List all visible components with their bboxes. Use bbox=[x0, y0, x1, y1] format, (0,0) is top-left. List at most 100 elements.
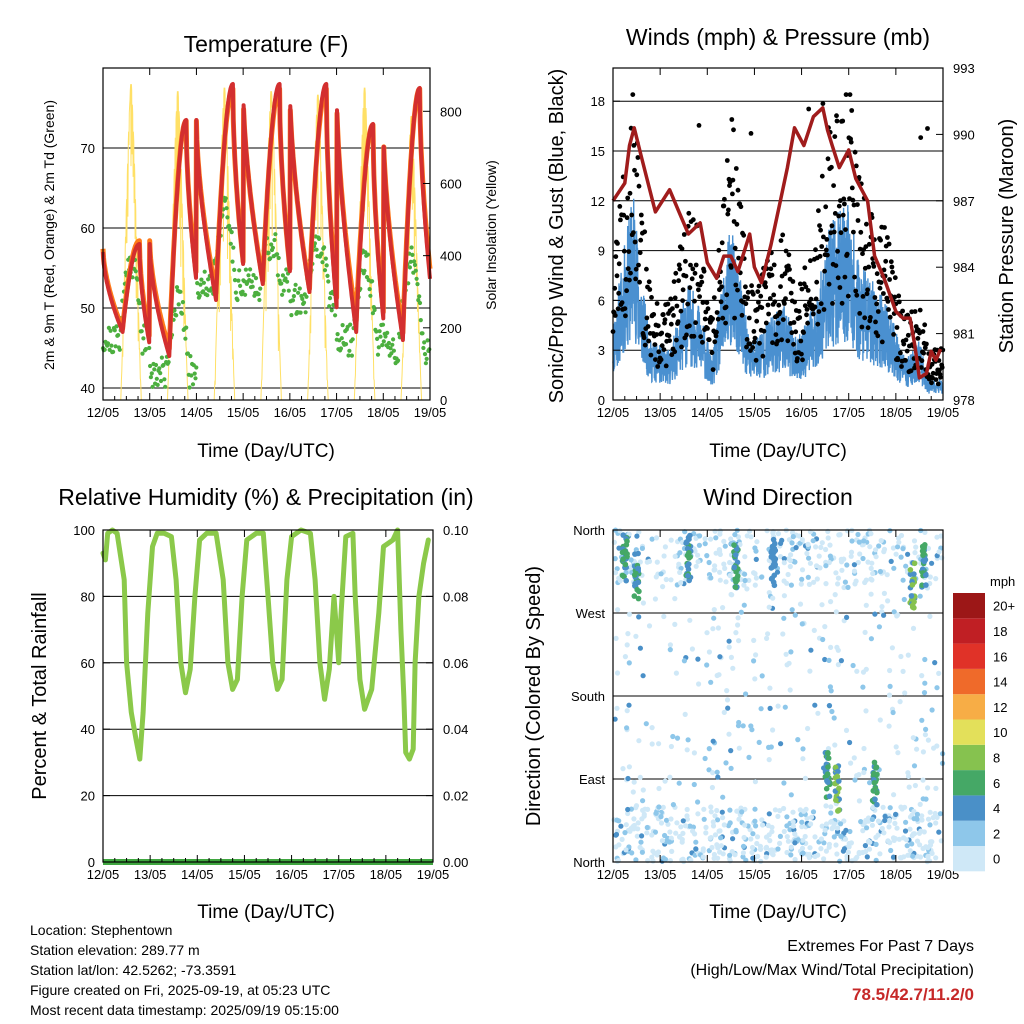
direction-point bbox=[863, 708, 869, 714]
direction-point bbox=[684, 806, 690, 813]
direction-point bbox=[900, 546, 906, 552]
direction-point bbox=[784, 823, 790, 829]
gust-point bbox=[821, 234, 826, 240]
dewpoint-point bbox=[420, 331, 425, 336]
direction-cluster-point bbox=[623, 577, 629, 584]
direction-point bbox=[652, 829, 659, 835]
direction-point bbox=[766, 604, 772, 610]
direction-point bbox=[717, 849, 723, 855]
y-tick-label-4: 60 bbox=[81, 656, 95, 671]
direction-point bbox=[827, 553, 834, 559]
colorbar-box-10 bbox=[953, 719, 985, 745]
dewpoint-point bbox=[286, 288, 291, 293]
gust-point bbox=[865, 287, 870, 293]
direction-cluster-point bbox=[871, 759, 878, 766]
direction-point bbox=[755, 853, 761, 860]
direction-point bbox=[818, 544, 824, 551]
dewpoint-point bbox=[380, 343, 385, 348]
direction-point bbox=[623, 847, 629, 853]
direction-point bbox=[710, 770, 716, 776]
direction-point bbox=[643, 721, 649, 727]
direction-point bbox=[896, 836, 902, 842]
gust-point bbox=[778, 284, 783, 289]
direction-point bbox=[660, 584, 666, 590]
direction-point bbox=[843, 827, 849, 834]
dewpoint-point bbox=[320, 260, 325, 265]
colorbar-label-18: 18 bbox=[993, 624, 1007, 639]
direction-point bbox=[823, 848, 830, 854]
direction-point bbox=[821, 840, 827, 846]
dewpoint-point bbox=[193, 376, 198, 381]
gust-point bbox=[756, 283, 762, 289]
direction-point bbox=[695, 811, 701, 817]
gust-point bbox=[644, 315, 650, 321]
gust-point bbox=[724, 158, 730, 163]
gust-point bbox=[834, 118, 840, 124]
direction-point bbox=[770, 595, 776, 601]
gust-point bbox=[619, 300, 625, 305]
dewpoint-point bbox=[253, 276, 259, 281]
dewpoint-point bbox=[148, 375, 153, 380]
x-tick-label-2: 13/05 bbox=[644, 405, 677, 420]
direction-point bbox=[772, 807, 779, 813]
dewpoint-point bbox=[166, 360, 171, 365]
y-tick-label-7: 18 bbox=[591, 94, 605, 109]
gust-point bbox=[769, 272, 775, 278]
dewpoint-point bbox=[322, 245, 327, 250]
gust-point bbox=[752, 335, 758, 341]
direction-point bbox=[752, 779, 759, 785]
direction-point bbox=[905, 770, 911, 776]
dewpoint-point bbox=[346, 353, 351, 358]
direction-point bbox=[727, 858, 733, 864]
direction-cluster-point bbox=[771, 558, 778, 565]
direction-point bbox=[683, 823, 689, 829]
winds-ylabel: Sonic/Prop Wind & Gust (Blue, Black) bbox=[546, 69, 568, 404]
direction-point bbox=[929, 839, 935, 845]
gust-point bbox=[765, 302, 771, 308]
direction-cluster-point bbox=[770, 536, 777, 543]
dewpoint-point bbox=[258, 286, 263, 291]
direction-point bbox=[799, 567, 806, 573]
direction-point bbox=[823, 563, 829, 569]
gust-point bbox=[877, 285, 883, 291]
gust-point bbox=[844, 251, 850, 257]
direction-point bbox=[684, 816, 691, 822]
gust-point bbox=[790, 279, 796, 284]
y-tick-label-1: 40 bbox=[81, 381, 95, 396]
gust-point bbox=[801, 330, 806, 335]
direction-point bbox=[696, 542, 703, 548]
dewpoint-point bbox=[223, 196, 228, 201]
gust-point bbox=[625, 195, 631, 201]
direction-point bbox=[781, 780, 787, 786]
direction-point bbox=[708, 536, 714, 542]
direction-point bbox=[922, 656, 928, 663]
gust-point bbox=[886, 241, 892, 247]
direction-point bbox=[754, 539, 760, 545]
direction-point bbox=[807, 668, 813, 674]
direction-point bbox=[775, 813, 781, 820]
direction-point bbox=[781, 578, 787, 584]
gust-point bbox=[728, 265, 734, 270]
direction-point bbox=[701, 816, 707, 822]
gust-point bbox=[743, 301, 749, 307]
colorbar-label-20+: 20+ bbox=[993, 599, 1015, 614]
gust-point bbox=[800, 357, 805, 363]
gust-point bbox=[705, 326, 710, 331]
direction-point bbox=[726, 638, 732, 644]
gust-point bbox=[732, 245, 738, 251]
direction-point bbox=[704, 630, 710, 636]
dewpoint-point bbox=[376, 345, 381, 350]
gust-point bbox=[663, 363, 669, 369]
direction-point bbox=[853, 578, 859, 584]
dewpoint-point bbox=[224, 206, 229, 211]
direction-point bbox=[888, 558, 894, 565]
gust-point bbox=[621, 248, 627, 254]
direction-point bbox=[633, 857, 639, 863]
y2-tick-label-2: 200 bbox=[440, 321, 462, 336]
x-tick-label-8: 19/05 bbox=[414, 405, 447, 420]
dewpoint-point bbox=[329, 308, 334, 313]
gust-point bbox=[939, 365, 945, 370]
gust-point bbox=[856, 175, 862, 180]
gust-point bbox=[627, 190, 633, 196]
gust-point bbox=[687, 285, 693, 291]
